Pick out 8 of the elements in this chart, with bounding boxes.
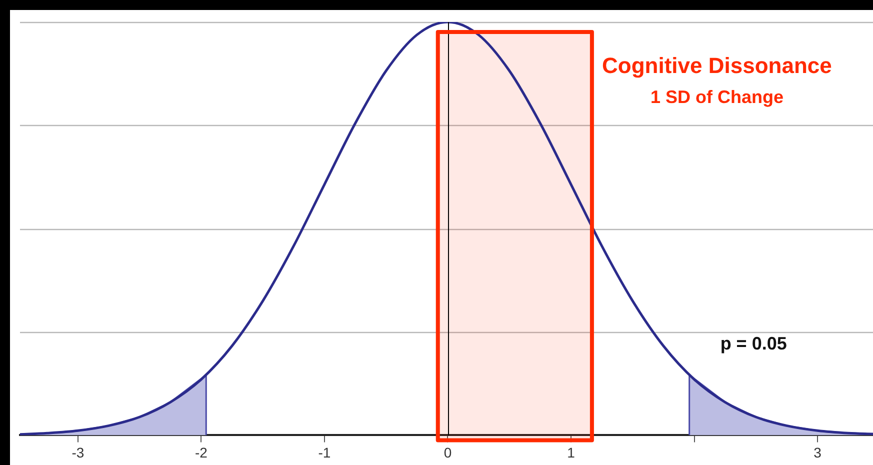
x-tick-label: 3 — [814, 444, 822, 460]
x-tick-label: -1 — [318, 444, 331, 460]
band-label: Cognitive Dissonance 1 SD of Change — [602, 53, 832, 107]
x-tick-label: 1 — [567, 444, 576, 460]
x-tick-label: -3 — [72, 444, 84, 460]
x-tick-label: 0 — [444, 444, 452, 460]
annotation: p = 0.05 — [720, 333, 787, 354]
x-tick-label: -2 — [194, 444, 208, 460]
